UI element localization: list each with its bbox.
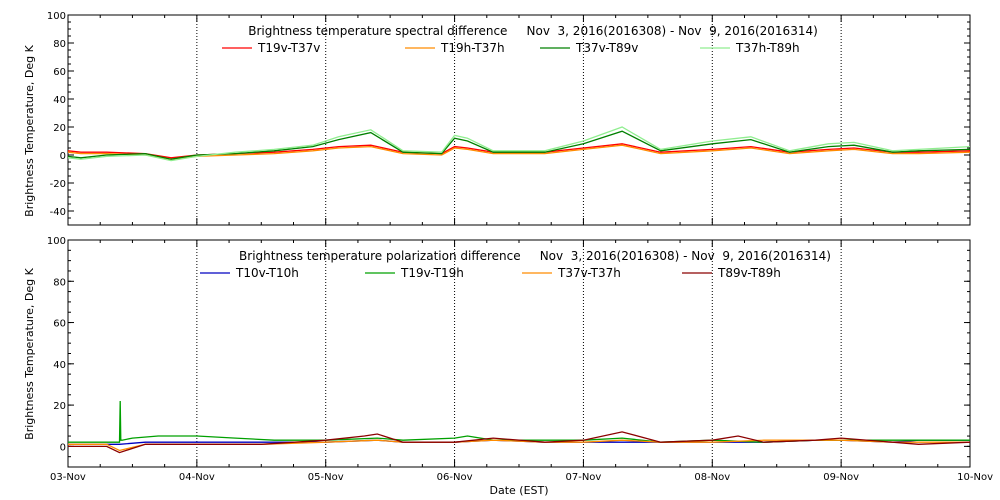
x-tick-label: 06-Nov: [437, 472, 473, 483]
y-tick-label-top: 0: [60, 151, 66, 162]
y-tick-label-top: 100: [47, 11, 66, 22]
plot-frame-top: [67, 14, 971, 226]
x-ticks-bottom: [67, 240, 971, 467]
y-tick-label-top: -40: [50, 207, 66, 218]
spectral-difference-panel: Brightness temperature spectral differen…: [23, 11, 971, 226]
y-tick-label-top: 40: [53, 95, 66, 106]
series-line-T19v-T37v: [67, 143, 971, 159]
y-tick-label-bottom: 20: [53, 401, 66, 412]
chart-title-bottom: Brightness temperature polarization diff…: [239, 249, 831, 263]
y-tick-label-top: -20: [50, 179, 66, 190]
y-tick-label-bottom: 40: [53, 360, 66, 371]
x-tick-label: 03-Nov: [50, 472, 86, 483]
legend-label-T10v-T10h: T10v-T10h: [235, 266, 299, 280]
series-group-bottom: [68, 400, 971, 454]
legend-bottom: T10v-T10h T19v-T19h T37v-T37h T89v-T89h: [200, 266, 781, 280]
x-ticks-top: [67, 15, 971, 225]
legend-label-T19v-T37v: T19v-T37v: [257, 41, 320, 55]
legend-label-T19h-T37h: T19h-T37h: [440, 41, 505, 55]
legend-label-T37v-T37h: T37v-T37h: [557, 266, 621, 280]
legend-label-T37v-T89v: T37v-T89v: [575, 41, 638, 55]
series-line-T89v-T89h: [68, 431, 971, 454]
series-line-T19h-T37h: [67, 144, 971, 160]
y-tick-label-top: 60: [53, 67, 66, 78]
y-ticks-bottom: 0 20 40 60 80 100: [47, 236, 970, 468]
grid-bottom: [196, 240, 842, 467]
y-axis-label-bottom: Brightness Temperature, Deg K: [23, 267, 36, 439]
y-axis-label-top: Brightness Temperature, Deg K: [23, 44, 36, 216]
legend-label-T89v-T89h: T89v-T89h: [717, 266, 781, 280]
y-ticks-top: -40 -20 0 20 40 60 80 100: [47, 11, 970, 226]
y-tick-label-bottom: 100: [47, 236, 66, 247]
series-group-top: [67, 126, 971, 162]
y-tick-label-bottom: 60: [53, 319, 66, 330]
x-tick-labels: 03-Nov 04-Nov 05-Nov 06-Nov 07-Nov 08-Nov 09-N…: [50, 472, 993, 483]
plot-frame-bottom: [67, 239, 971, 468]
legend-label-T37h-T89h: T37h-T89h: [735, 41, 800, 55]
y-tick-label-top: 20: [53, 123, 66, 134]
polarization-difference-panel: Brightness temperature polarization diff…: [23, 236, 971, 468]
series-line-T37h-T89h: [67, 126, 971, 162]
x-tick-label: 08-Nov: [694, 472, 730, 483]
x-tick-label: 05-Nov: [308, 472, 344, 483]
x-axis-label: Date (EST): [489, 484, 548, 497]
chart-title-top: Brightness temperature spectral differen…: [248, 24, 818, 38]
x-tick-label: 10-Nov: [957, 472, 993, 483]
legend-label-T19v-T19h: T19v-T19h: [400, 266, 464, 280]
y-tick-label-bottom: 0: [60, 442, 66, 453]
series-line-T37v-T89v: [67, 130, 971, 160]
y-tick-label-bottom: 80: [53, 277, 66, 288]
grid-top: [196, 15, 842, 225]
y-tick-label-top: 80: [53, 39, 66, 50]
x-tick-label: 07-Nov: [565, 472, 601, 483]
series-line-T19v-T19h: [68, 400, 970, 443]
x-tick-label: 04-Nov: [179, 472, 215, 483]
x-tick-label: 09-Nov: [823, 472, 859, 483]
legend-top: T19v-T37v T19h-T37h T37v-T89v T37h-T89h: [222, 41, 800, 55]
